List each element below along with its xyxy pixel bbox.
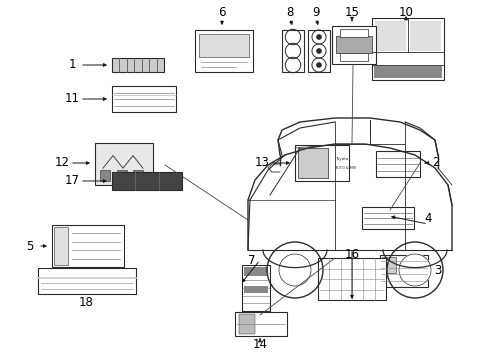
FancyBboxPatch shape xyxy=(379,255,427,287)
Text: 1: 1 xyxy=(68,58,76,72)
FancyBboxPatch shape xyxy=(235,312,286,336)
FancyBboxPatch shape xyxy=(244,267,267,276)
FancyBboxPatch shape xyxy=(294,145,348,181)
Text: 18: 18 xyxy=(79,296,93,309)
Circle shape xyxy=(316,63,321,67)
Text: 4: 4 xyxy=(424,211,431,225)
FancyBboxPatch shape xyxy=(52,225,124,267)
Text: AUTO & MRI: AUTO & MRI xyxy=(334,166,356,170)
Circle shape xyxy=(316,35,321,39)
Text: 8: 8 xyxy=(286,5,293,18)
Text: 11: 11 xyxy=(64,93,80,105)
FancyBboxPatch shape xyxy=(133,170,142,181)
Text: 10: 10 xyxy=(398,5,412,18)
FancyBboxPatch shape xyxy=(199,34,248,57)
FancyBboxPatch shape xyxy=(100,170,110,181)
Text: 14: 14 xyxy=(252,338,267,351)
Circle shape xyxy=(316,49,321,53)
FancyBboxPatch shape xyxy=(112,58,163,72)
FancyBboxPatch shape xyxy=(282,30,304,72)
FancyBboxPatch shape xyxy=(374,21,405,51)
FancyBboxPatch shape xyxy=(373,66,441,78)
FancyBboxPatch shape xyxy=(244,286,267,293)
FancyBboxPatch shape xyxy=(242,265,269,311)
Text: Toyota: Toyota xyxy=(334,157,347,161)
FancyBboxPatch shape xyxy=(375,151,419,177)
FancyBboxPatch shape xyxy=(339,29,367,37)
FancyBboxPatch shape xyxy=(112,172,182,190)
FancyBboxPatch shape xyxy=(239,314,254,334)
Text: 17: 17 xyxy=(64,175,80,188)
FancyBboxPatch shape xyxy=(409,21,440,51)
Circle shape xyxy=(279,254,310,286)
Text: 9: 9 xyxy=(312,5,319,18)
FancyBboxPatch shape xyxy=(317,258,385,300)
FancyBboxPatch shape xyxy=(54,227,68,265)
FancyBboxPatch shape xyxy=(117,170,127,181)
FancyBboxPatch shape xyxy=(335,36,371,53)
Text: 3: 3 xyxy=(433,265,441,278)
FancyBboxPatch shape xyxy=(195,30,252,72)
Text: 12: 12 xyxy=(54,157,69,170)
FancyBboxPatch shape xyxy=(38,268,136,294)
FancyBboxPatch shape xyxy=(381,257,396,273)
Text: 7: 7 xyxy=(248,253,255,266)
Text: 13: 13 xyxy=(254,157,269,170)
FancyBboxPatch shape xyxy=(95,143,153,185)
FancyBboxPatch shape xyxy=(361,207,413,229)
FancyBboxPatch shape xyxy=(371,18,443,80)
FancyBboxPatch shape xyxy=(331,26,375,64)
Text: 15: 15 xyxy=(344,5,359,18)
FancyBboxPatch shape xyxy=(339,53,367,61)
FancyBboxPatch shape xyxy=(112,86,176,112)
Text: 16: 16 xyxy=(344,248,359,261)
Text: 5: 5 xyxy=(26,239,34,252)
FancyBboxPatch shape xyxy=(297,148,327,178)
Text: 6: 6 xyxy=(218,5,225,18)
Text: 2: 2 xyxy=(431,157,439,170)
FancyBboxPatch shape xyxy=(307,30,329,72)
Circle shape xyxy=(398,254,430,286)
